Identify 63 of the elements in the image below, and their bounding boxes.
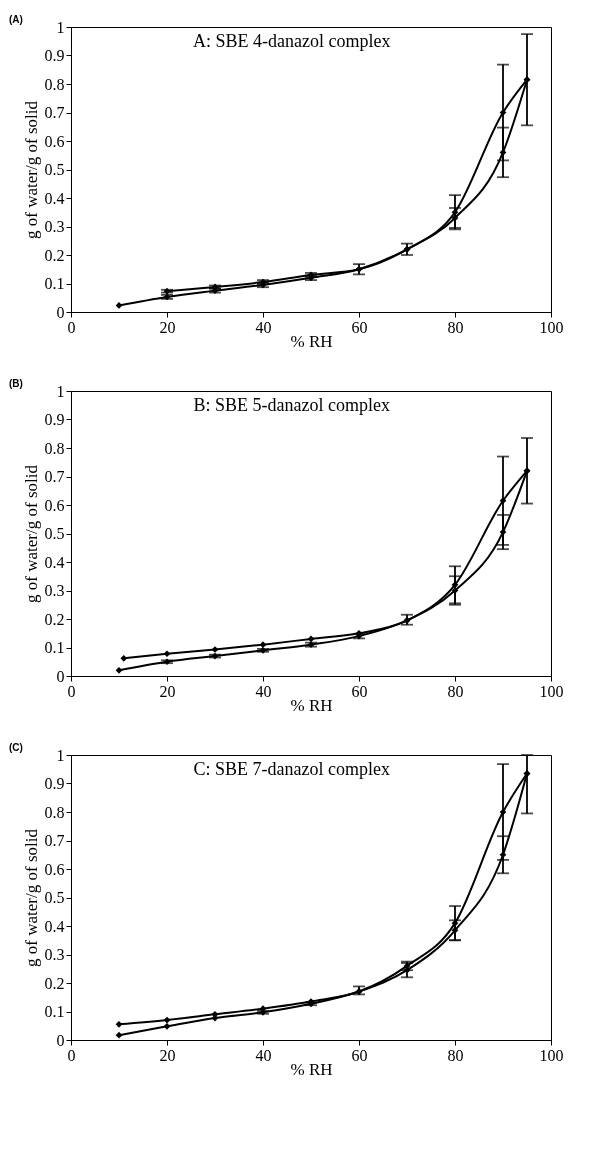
chart-title: C: SBE 7-danazol complex: [193, 759, 391, 779]
chart-title: B: SBE 5-danazol complex: [193, 395, 391, 415]
x-tick-label: 20: [159, 682, 176, 700]
x-axis-title: % RH: [290, 331, 333, 351]
y-tick-label: 0.8: [44, 439, 65, 457]
y-tick-label: 0.4: [44, 189, 65, 207]
x-tick-label: 80: [447, 318, 464, 336]
x-tick-label: 20: [159, 1046, 176, 1064]
y-tick-label: 1: [56, 382, 65, 400]
y-tick-label: 0: [56, 303, 65, 321]
x-tick-label: 60: [351, 1046, 368, 1064]
x-tick-label: 80: [447, 1046, 464, 1064]
x-tick-label: 20: [159, 318, 176, 336]
y-tick-label: 0.5: [44, 161, 65, 178]
y-tick-label: 0.4: [44, 917, 65, 935]
x-tick-label: 40: [255, 318, 272, 336]
x-tick-label: 100: [539, 1046, 564, 1064]
y-tick-label: 0.3: [44, 582, 65, 599]
x-tick-label: 0: [67, 318, 76, 336]
y-tick-label: 0.2: [44, 246, 65, 264]
x-tick-label: 80: [447, 682, 464, 700]
y-tick-label: 0.7: [44, 104, 65, 121]
y-tick-label: 0: [56, 667, 65, 685]
x-tick-label: 40: [255, 682, 272, 700]
y-tick-label: 0.5: [44, 889, 65, 906]
x-tick-label: 40: [255, 1046, 272, 1064]
y-tick-label: 1: [56, 18, 65, 36]
y-tick-label: 0.4: [44, 553, 65, 571]
y-tick-label: 0.6: [44, 132, 65, 150]
y-tick-label: 0.2: [44, 974, 65, 992]
x-tick-label: 60: [351, 318, 368, 336]
x-tick-label: 60: [351, 682, 368, 700]
y-tick-label: 0.3: [44, 218, 65, 235]
y-tick-label: 0.7: [44, 832, 65, 849]
text: (C): [9, 742, 23, 753]
x-axis-title: % RH: [290, 1059, 333, 1079]
y-tick-label: 0.1: [44, 1003, 65, 1020]
y-tick-label: 0.5: [44, 525, 65, 542]
x-tick-label: 0: [67, 682, 76, 700]
y-tick-label: 0.9: [44, 47, 65, 64]
y-tick-label: 0.9: [44, 775, 65, 792]
x-tick-label: 0: [67, 1046, 76, 1064]
y-tick-label: 1: [56, 746, 65, 764]
y-tick-label: 0.1: [44, 275, 65, 292]
x-tick-label: 100: [539, 682, 564, 700]
y-tick-label: 0.2: [44, 610, 65, 628]
y-tick-label: 0.8: [44, 75, 65, 93]
y-axis-title: g of water/g of solid: [21, 828, 41, 967]
y-tick-label: 0.1: [44, 639, 65, 656]
y-tick-label: 0.6: [44, 860, 65, 878]
text: (B): [9, 378, 23, 389]
y-axis-title: g of water/g of solid: [21, 100, 41, 239]
y-axis-title: g of water/g of solid: [21, 464, 41, 603]
y-tick-label: 0.8: [44, 803, 65, 821]
chart-title: A: SBE 4-danazol complex: [193, 31, 391, 51]
x-tick-label: 100: [539, 318, 564, 336]
y-tick-label: 0.9: [44, 411, 65, 428]
y-tick-label: 0: [56, 1031, 65, 1049]
text: (A): [9, 14, 23, 25]
y-tick-label: 0.7: [44, 468, 65, 485]
y-tick-label: 0.3: [44, 946, 65, 963]
y-tick-label: 0.6: [44, 496, 65, 514]
x-axis-title: % RH: [290, 695, 333, 715]
